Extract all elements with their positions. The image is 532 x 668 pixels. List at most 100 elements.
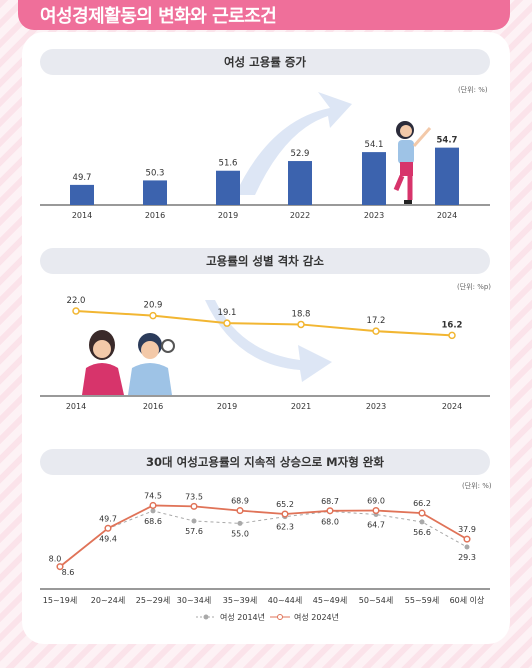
chart3-unit: (단위: %) bbox=[462, 482, 492, 490]
point-2024 bbox=[281, 510, 289, 518]
chart3-legend: 여성 2014년 여성 2024년 bbox=[196, 612, 339, 622]
value-2024-label: 37.9 bbox=[458, 525, 476, 534]
value-2014-label: 68.0 bbox=[321, 517, 339, 526]
decline-arrow-icon bbox=[205, 300, 332, 382]
bar-value-label: 54.1 bbox=[365, 140, 384, 150]
point-2024 bbox=[56, 563, 64, 571]
chart2-title: 고용률의 성별 격차 감소 bbox=[40, 248, 490, 274]
value-2014-label: 64.7 bbox=[367, 520, 385, 529]
value-2014-label: 62.3 bbox=[276, 523, 294, 532]
series-2014-line bbox=[59, 510, 468, 567]
value-2014-label: 55.0 bbox=[231, 529, 249, 538]
point-2014 bbox=[191, 518, 197, 524]
chart2-plot: 22.0 2014 20.9 2016 19.1 2019 18.8 2021 17.2 2023… bbox=[40, 296, 490, 411]
page-title: 여성경제활동의 변화와 근로조건 bbox=[40, 6, 277, 27]
x-tick-label: 2023 bbox=[364, 211, 384, 220]
point-2024 bbox=[149, 501, 157, 510]
women-magnifier-illustration bbox=[82, 330, 175, 395]
x-tick-label: 45~49세 bbox=[313, 596, 347, 605]
value-2024-label: 69.0 bbox=[367, 497, 385, 506]
chart3-plot: 8.6 49.4 68.6 57.6 55.0 62.3 68.0 64.7 56.6 29.3 8… bbox=[40, 491, 490, 605]
value-2024-label: 8.0 bbox=[49, 555, 62, 564]
growth-arrow-icon bbox=[235, 92, 352, 195]
x-tick-label: 35~39세 bbox=[223, 596, 257, 605]
x-tick-label: 2024 bbox=[442, 402, 462, 411]
x-tick-label: 2021 bbox=[291, 402, 311, 411]
value-2024-label: 73.5 bbox=[185, 492, 203, 501]
value-2024-label: 65.2 bbox=[276, 500, 294, 509]
gap-value-label: 16.2 bbox=[442, 320, 463, 330]
gap-point bbox=[448, 331, 456, 340]
bar-value-label: 54.7 bbox=[437, 136, 458, 146]
point-2014 bbox=[150, 508, 156, 514]
title-banner: 여성경제활동의 변화와 근로조건 bbox=[18, 0, 510, 30]
bar-value-label: 50.3 bbox=[146, 168, 165, 178]
value-2024-label: 66.2 bbox=[413, 499, 431, 508]
point-2024 bbox=[236, 507, 244, 515]
point-2024 bbox=[190, 502, 198, 510]
x-tick-label: 2014 bbox=[66, 402, 86, 411]
value-2024-label: 68.7 bbox=[321, 497, 339, 506]
chart1-unit: (단위: %) bbox=[458, 86, 488, 94]
value-2024-label: 49.7 bbox=[99, 514, 117, 523]
gap-point bbox=[223, 319, 231, 327]
value-2014-label: 57.6 bbox=[185, 527, 203, 536]
bar-2016 bbox=[143, 180, 167, 205]
gap-point bbox=[297, 320, 305, 329]
value-2014-label: 49.4 bbox=[99, 535, 117, 544]
x-tick-label: 2023 bbox=[366, 402, 386, 411]
bar-2023 bbox=[362, 152, 386, 205]
point-2024 bbox=[463, 535, 471, 543]
bar-value-label: 51.6 bbox=[219, 159, 238, 169]
point-2024 bbox=[372, 506, 380, 515]
gap-value-label: 18.8 bbox=[292, 309, 311, 319]
gap-value-label: 20.9 bbox=[144, 301, 163, 311]
point-2014 bbox=[237, 520, 243, 526]
gap-value-label: 19.1 bbox=[218, 308, 237, 318]
chart2-unit: (단위: %p) bbox=[457, 283, 492, 291]
x-tick-label: 2019 bbox=[218, 211, 238, 220]
gap-series-line bbox=[75, 310, 453, 337]
gap-point bbox=[372, 327, 380, 335]
gap-value-label: 22.0 bbox=[67, 296, 86, 306]
legend-2024-label: 여성 2024년 bbox=[294, 612, 339, 622]
value-2024-label: 68.9 bbox=[231, 497, 249, 506]
bar-value-label: 49.7 bbox=[73, 173, 92, 183]
bar-2022 bbox=[288, 161, 312, 205]
value-2024-label: 74.5 bbox=[144, 491, 162, 500]
x-tick-label: 2016 bbox=[143, 402, 163, 411]
x-tick-label: 2024 bbox=[437, 211, 457, 220]
series-2024-line bbox=[59, 504, 468, 568]
x-tick-label: 60세 이상 bbox=[450, 595, 485, 605]
bar-value-label: 52.9 bbox=[291, 149, 310, 159]
x-tick-label: 50~54세 bbox=[359, 596, 393, 605]
gap-value-label: 17.2 bbox=[367, 316, 386, 326]
bar-2019 bbox=[216, 170, 240, 205]
x-tick-label: 2022 bbox=[290, 211, 310, 220]
chart1-title: 여성 고용률 증가 bbox=[40, 49, 490, 75]
bar-2014 bbox=[70, 184, 94, 205]
legend-2014-label: 여성 2014년 bbox=[220, 612, 265, 622]
x-tick-label: 2019 bbox=[217, 402, 237, 411]
chart1-plot: 49.7 2014 50.3 2016 51.6 2019 52.9 2022 54.1 2023… bbox=[40, 136, 490, 220]
x-tick-label: 20~24세 bbox=[91, 596, 125, 605]
chart3-title: 30대 여성고용률의 지속적 상승으로 M자형 완화 bbox=[40, 449, 490, 475]
x-tick-label: 2016 bbox=[145, 211, 165, 220]
x-tick-label: 2014 bbox=[72, 211, 92, 220]
value-2014-label: 8.6 bbox=[62, 568, 75, 577]
x-tick-label: 30~34세 bbox=[177, 596, 211, 605]
point-2024 bbox=[326, 507, 334, 515]
x-tick-label: 55~59세 bbox=[405, 596, 439, 605]
x-tick-label: 40~44세 bbox=[268, 596, 302, 605]
point-2014 bbox=[464, 544, 470, 550]
gap-point bbox=[72, 307, 80, 315]
woman-pointing-illustration bbox=[393, 121, 432, 204]
x-tick-label: 15~19세 bbox=[43, 596, 77, 605]
value-2014-label: 29.3 bbox=[458, 553, 476, 562]
point-2024 bbox=[104, 524, 112, 532]
gap-point bbox=[149, 311, 157, 320]
bar-2024 bbox=[435, 147, 459, 205]
value-2014-label: 56.6 bbox=[413, 528, 431, 537]
